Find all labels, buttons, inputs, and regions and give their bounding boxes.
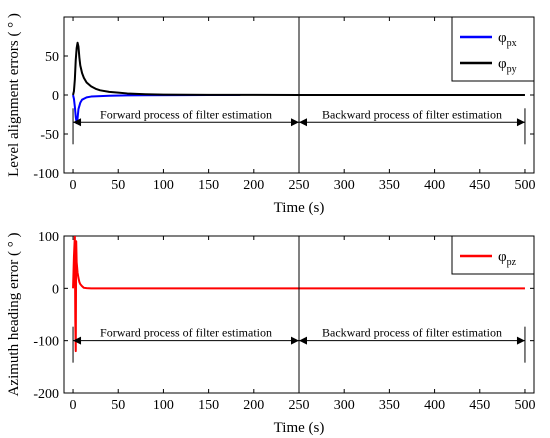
annotation-label: Forward process of filter estimation [100,107,272,121]
y-tick-label: 0 [52,89,59,104]
arrowhead-left [299,336,307,345]
x-tick-label: 100 [153,178,174,193]
arrowhead-left [73,336,82,345]
backward-process-annotation: Backward process of filter estimation [298,326,526,363]
chart-panel-2: 0 50 100 150 200 250 300 350 400 450 500 -200 -100 0 1… [6,230,535,436]
y-tick-label: 0 [52,282,59,297]
arrowhead-right [516,118,525,127]
chart-panel-1: 0 50 100 150 200 250 300 350 400 450 500 -100 -50 0 50… [6,13,535,216]
x-tick-label: 250 [289,178,310,193]
x-tick-label: 350 [379,178,400,193]
x-tick-label: 500 [514,178,535,193]
x-tick-label: 150 [198,398,219,413]
series-line-pz [72,236,525,353]
x-tick-label: 200 [243,398,264,413]
x-tick-label: 450 [469,178,490,193]
x-tick-label: 300 [334,178,355,193]
arrowhead-left [299,118,307,127]
legend-label-px: φpx [498,30,517,49]
forward-process-annotation: Forward process of filter estimation [72,107,300,145]
x-tick-label: 450 [469,398,490,413]
y-tick-label: 50 [45,50,59,65]
x-tick-label: 350 [379,398,400,413]
x-tick-label: 0 [70,178,77,193]
forward-process-annotation: Forward process of filter estimation [72,326,300,363]
x-tick-label: 300 [334,398,355,413]
x-tick-label: 400 [424,178,445,193]
x-tick-label: 250 [289,398,310,413]
annotation-label: Forward process of filter estimation [100,326,272,340]
legend-box [451,16,535,82]
legend-label-py: φpy [498,56,517,75]
arrowhead-right [516,336,525,345]
x-axis-label: Time (s) [274,420,325,436]
y-axis-label: Level alignment errors ( ° ) [6,13,22,177]
arrowhead-left [73,118,82,127]
x-tick-label: 200 [243,178,264,193]
x-tick-label: 100 [153,398,174,413]
x-tick-label: 50 [111,398,125,413]
x-tick-label: 150 [198,178,219,193]
series-line-py [72,41,525,96]
arrowhead-right [291,336,299,345]
arrowhead-right [291,118,299,127]
y-tick-label: 100 [38,230,59,245]
y-tick-label: -100 [33,167,59,182]
x-tick-label: 50 [111,178,125,193]
x-axis-label: Time (s) [274,200,325,216]
y-axis-label: Azimuth heading error ( ° ) [6,233,22,397]
backward-process-annotation: Backward process of filter estimation [298,107,526,145]
y-tick-label: -50 [40,128,59,143]
x-tick-label: 400 [424,398,445,413]
legend-label-pz: φpz [498,249,517,268]
annotation-label: Backward process of filter estimation [322,326,502,340]
legend: φpz [451,235,535,275]
legend: φpx φpy [451,16,535,82]
x-tick-label: 500 [514,398,535,413]
x-tick-label: 0 [70,398,77,413]
y-tick-label: -200 [33,387,59,402]
annotation-label: Backward process of filter estimation [322,107,502,121]
y-tick-label: -100 [33,335,59,350]
